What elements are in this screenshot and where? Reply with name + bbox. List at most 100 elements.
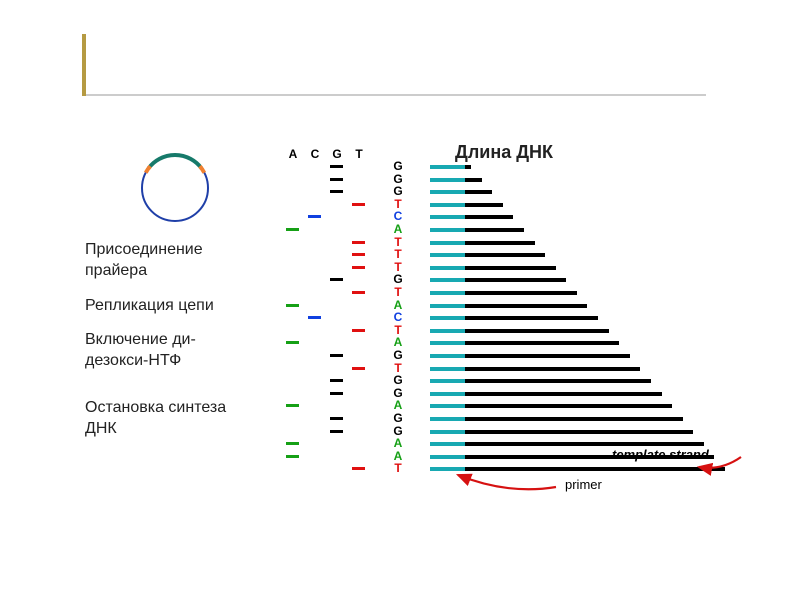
gel-band — [308, 215, 321, 218]
label-replication: Репликация цепи — [85, 296, 275, 317]
read-primer-segment — [430, 215, 465, 219]
read-extension-segment — [465, 442, 704, 446]
gel-band — [352, 241, 365, 244]
gel-band — [330, 165, 343, 168]
gel-band — [286, 455, 299, 458]
gel-band — [286, 404, 299, 407]
label-ddntp: Включение ди- дезокси-НТФ — [85, 330, 275, 372]
read-extension-segment — [465, 430, 693, 434]
sequence-letter: G — [392, 349, 404, 361]
sequence-letter: T — [392, 362, 404, 374]
read-primer-segment — [430, 392, 465, 396]
read-primer-segment — [430, 165, 465, 169]
label-text: Присоединение — [85, 241, 203, 258]
label-text: прайера — [85, 262, 147, 279]
label-primer-anneal: Присоединение прайера — [85, 240, 275, 282]
lane-header: A — [287, 147, 299, 161]
gel-band — [330, 190, 343, 193]
read-primer-segment — [430, 417, 465, 421]
gel-band — [308, 316, 321, 319]
sequence-letter: G — [392, 387, 404, 399]
read-extension-segment — [465, 379, 651, 383]
lane-header: G — [331, 147, 343, 161]
gel-band — [330, 278, 343, 281]
sequence-letter: A — [392, 336, 404, 348]
gel-band — [352, 467, 365, 470]
sequence-letter: G — [392, 160, 404, 172]
label-stop: Остановка синтеза ДНК — [85, 398, 275, 440]
read-extension-segment — [465, 241, 535, 245]
read-extension-segment — [465, 367, 640, 371]
read-extension-segment — [465, 228, 524, 232]
sequence-letter: T — [392, 286, 404, 298]
primer-label: primer — [565, 477, 602, 492]
read-extension-segment — [465, 354, 630, 358]
gel-band — [286, 341, 299, 344]
gel-band — [286, 228, 299, 231]
read-primer-segment — [430, 367, 465, 371]
read-primer-segment — [430, 241, 465, 245]
lane-header: T — [353, 147, 365, 161]
read-extension-segment — [465, 278, 566, 282]
read-primer-segment — [430, 379, 465, 383]
read-extension-segment — [465, 165, 471, 169]
read-primer-segment — [430, 278, 465, 282]
sequence-letter: G — [392, 412, 404, 424]
label-text: Включение ди- — [85, 331, 196, 348]
read-extension-segment — [465, 341, 619, 345]
read-primer-segment — [430, 430, 465, 434]
reads-title: Длина ДНК — [455, 142, 553, 163]
sequence-letter: G — [392, 185, 404, 197]
gel-band — [330, 354, 343, 357]
gel-band — [330, 392, 343, 395]
sequence-letter: T — [392, 261, 404, 273]
read-primer-segment — [430, 442, 465, 446]
gel-band — [330, 178, 343, 181]
read-extension-segment — [465, 291, 577, 295]
template-arrow — [691, 453, 751, 483]
read-primer-segment — [430, 304, 465, 308]
label-text: Репликация цепи — [85, 297, 214, 314]
read-primer-segment — [430, 253, 465, 257]
gel-band — [352, 329, 365, 332]
read-extension-segment — [465, 417, 683, 421]
label-text: Остановка синтеза — [85, 399, 226, 416]
read-extension-segment — [465, 203, 503, 207]
gel-band — [330, 430, 343, 433]
sequence-letter: A — [392, 223, 404, 235]
sequence-letter: T — [392, 324, 404, 336]
read-extension-segment — [465, 404, 672, 408]
gel-band — [352, 291, 365, 294]
read-extension-segment — [465, 329, 609, 333]
sequence-letter: T — [392, 462, 404, 474]
sequence-letter: G — [392, 173, 404, 185]
read-primer-segment — [430, 354, 465, 358]
gel-band — [286, 304, 299, 307]
step-labels: Присоединение прайера Репликация цепи Вк… — [85, 240, 275, 454]
read-extension-segment — [465, 215, 513, 219]
read-extension-segment — [465, 266, 556, 270]
gel-band — [286, 442, 299, 445]
accent-bar-horizontal — [86, 94, 706, 96]
read-primer-segment — [430, 228, 465, 232]
primer-arrow — [448, 469, 558, 501]
read-primer-segment — [430, 178, 465, 182]
lane-header: C — [309, 147, 321, 161]
sequence-letter: G — [392, 374, 404, 386]
label-text: дезокси-НТФ — [85, 352, 181, 369]
read-primer-segment — [430, 203, 465, 207]
sequence-letter: G — [392, 425, 404, 437]
sequence-letter: G — [392, 273, 404, 285]
accent-bar-vertical — [82, 34, 86, 96]
gel-band — [352, 253, 365, 256]
sequence-letter: A — [392, 437, 404, 449]
label-text: ДНК — [85, 420, 117, 437]
plasmid-diagram — [135, 148, 215, 228]
sequence-letter: C — [392, 311, 404, 323]
read-extension-segment — [465, 316, 598, 320]
sequence-letter: A — [392, 399, 404, 411]
gel-band — [330, 417, 343, 420]
read-primer-segment — [430, 291, 465, 295]
read-primer-segment — [430, 329, 465, 333]
sequence-letter: C — [392, 210, 404, 222]
